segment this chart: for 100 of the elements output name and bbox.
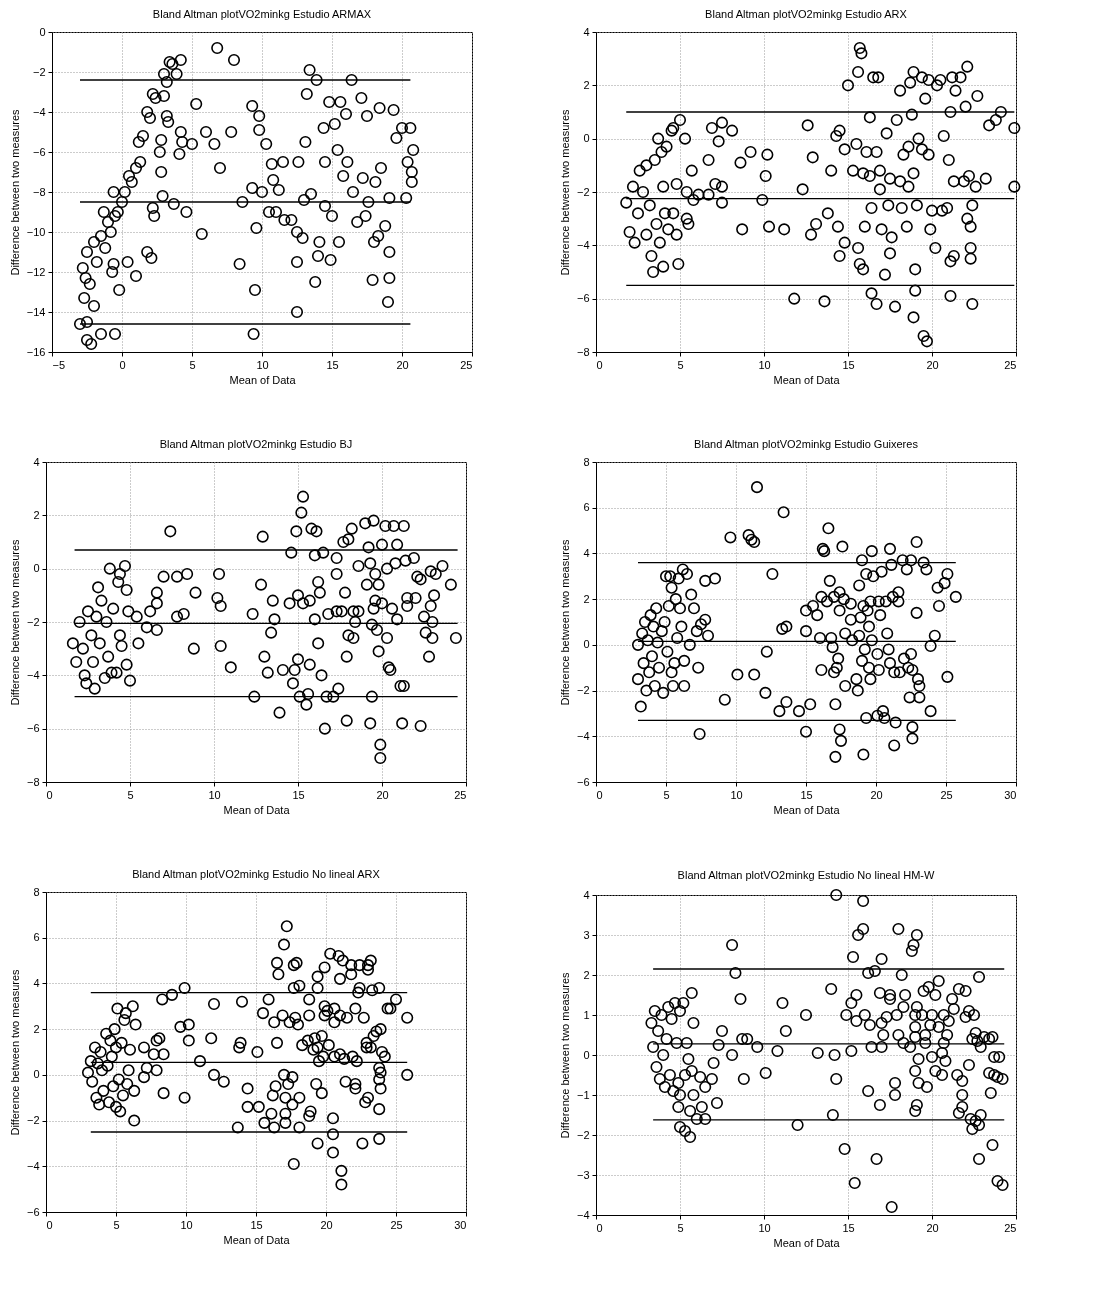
- y-tick-label: 0: [583, 132, 590, 145]
- y-tick-label: 0: [33, 562, 40, 575]
- x-tick-label: 25: [460, 358, 473, 371]
- y-tick-label: −6: [26, 722, 40, 735]
- y-tick-label: 0: [583, 638, 590, 651]
- y-axis-title: Difference between two measures: [558, 971, 571, 1139]
- x-tick-label: 5: [677, 1221, 684, 1234]
- x-tick-label: 20: [926, 1221, 939, 1234]
- x-tick-label: 30: [1004, 788, 1017, 801]
- y-tick-label: −4: [26, 1159, 40, 1172]
- x-tick-label: 25: [390, 1218, 403, 1231]
- x-tick-label: 5: [663, 788, 670, 801]
- x-tick-label: 10: [730, 788, 743, 801]
- y-tick-label: −14: [26, 305, 46, 318]
- y-axis-title: Difference between two measures: [558, 108, 571, 276]
- x-tick-label: 20: [320, 1218, 333, 1231]
- x-tick-label: 15: [250, 1218, 263, 1231]
- y-tick-label: −4: [32, 105, 46, 118]
- x-tick-label: −5: [52, 358, 66, 371]
- y-tick-label: 4: [583, 888, 590, 901]
- y-tick-label: 0: [39, 25, 46, 38]
- x-axis-title: Mean of Data: [229, 373, 297, 386]
- x-tick-label: 0: [596, 358, 603, 371]
- y-tick-label: 8: [583, 455, 590, 468]
- x-tick-label: 10: [758, 358, 771, 371]
- x-tick-label: 5: [677, 358, 684, 371]
- y-tick-label: 1: [583, 1008, 590, 1021]
- y-tick-label: 2: [33, 1022, 40, 1035]
- x-tick-label: 10: [758, 1221, 771, 1234]
- x-tick-label: 15: [292, 788, 305, 801]
- x-axis-title: Mean of Data: [223, 803, 291, 816]
- x-tick-label: 10: [256, 358, 269, 371]
- chart-title: Bland Altman plotVO2minkg Estudio Guixeres: [694, 438, 919, 450]
- chart-title: Bland Altman plotVO2minkg Estudio BJ: [159, 438, 353, 450]
- y-tick-label: 4: [583, 546, 590, 559]
- y-tick-label: −10: [26, 225, 46, 238]
- x-tick-label: 25: [454, 788, 467, 801]
- x-tick-label: 30: [454, 1218, 467, 1231]
- x-tick-label: 15: [842, 358, 855, 371]
- x-tick-label: 10: [208, 788, 221, 801]
- y-tick-label: −2: [576, 185, 590, 198]
- y-tick-label: −12: [26, 265, 46, 278]
- y-tick-label: 8: [33, 885, 40, 898]
- y-tick-label: 3: [583, 928, 590, 941]
- x-tick-label: 20: [376, 788, 389, 801]
- y-tick-label: −3: [576, 1168, 590, 1181]
- x-tick-label: 20: [396, 358, 409, 371]
- y-tick-label: 4: [33, 976, 40, 989]
- y-tick-label: 0: [33, 1068, 40, 1081]
- y-tick-label: 2: [33, 508, 40, 521]
- x-tick-label: 0: [596, 1221, 603, 1234]
- x-tick-label: 25: [1004, 1221, 1017, 1234]
- chart-title: Bland Altman plotVO2minkg Estudio ARMAX: [152, 8, 372, 20]
- x-tick-label: 5: [127, 788, 134, 801]
- y-tick-label: 4: [33, 455, 40, 468]
- x-axis-title: Mean of Data: [773, 803, 841, 816]
- x-axis-title: Mean of Data: [223, 1233, 291, 1246]
- y-tick-label: −8: [26, 775, 40, 788]
- y-tick-label: −4: [576, 729, 590, 742]
- chart-title: Bland Altman plotVO2minkg Estudio ARX: [705, 8, 908, 20]
- x-tick-label: 5: [189, 358, 196, 371]
- y-axis-title: Difference between two measures: [8, 108, 21, 276]
- y-tick-label: −6: [32, 145, 46, 158]
- x-tick-label: 20: [926, 358, 939, 371]
- y-tick-label: −4: [576, 1208, 590, 1221]
- y-tick-label: −6: [576, 292, 590, 305]
- x-axis-title: Mean of Data: [773, 1236, 841, 1249]
- y-tick-label: −2: [26, 1114, 40, 1127]
- y-tick-label: 4: [583, 25, 590, 38]
- x-tick-label: 15: [800, 788, 813, 801]
- y-tick-label: −6: [26, 1205, 40, 1218]
- x-tick-label: 15: [326, 358, 339, 371]
- x-tick-label: 20: [870, 788, 883, 801]
- y-tick-label: 2: [583, 78, 590, 91]
- y-tick-label: 6: [583, 501, 590, 514]
- y-tick-label: 2: [583, 592, 590, 605]
- y-tick-label: −8: [576, 345, 590, 358]
- y-tick-label: −4: [26, 668, 40, 681]
- x-tick-label: 10: [180, 1218, 193, 1231]
- y-tick-label: −6: [576, 775, 590, 788]
- chart-title: Bland Altman plotVO2minkg Estudio No lineal ARX: [132, 868, 381, 880]
- y-tick-label: 0: [583, 1048, 590, 1061]
- y-tick-label: −16: [26, 345, 46, 358]
- x-axis-title: Mean of Data: [773, 373, 841, 386]
- y-tick-label: 6: [33, 931, 40, 944]
- y-tick-label: −1: [576, 1088, 590, 1101]
- y-axis-title: Difference between two measures: [8, 968, 21, 1136]
- y-tick-label: −4: [576, 238, 590, 251]
- y-tick-label: −2: [26, 615, 40, 628]
- x-tick-label: 0: [119, 358, 126, 371]
- y-tick-label: −2: [576, 684, 590, 697]
- y-axis-title: Difference between two measures: [8, 538, 21, 706]
- y-axis-title: Difference between two measures: [558, 538, 571, 706]
- x-tick-label: 0: [596, 788, 603, 801]
- chart-title: Bland Altman plotVO2minkg Estudio No lineal HM-W: [677, 868, 935, 881]
- x-tick-label: 15: [842, 1221, 855, 1234]
- x-tick-label: 5: [113, 1218, 120, 1231]
- x-tick-label: 25: [1004, 358, 1017, 371]
- y-tick-label: −2: [32, 65, 46, 78]
- x-tick-label: 25: [940, 788, 953, 801]
